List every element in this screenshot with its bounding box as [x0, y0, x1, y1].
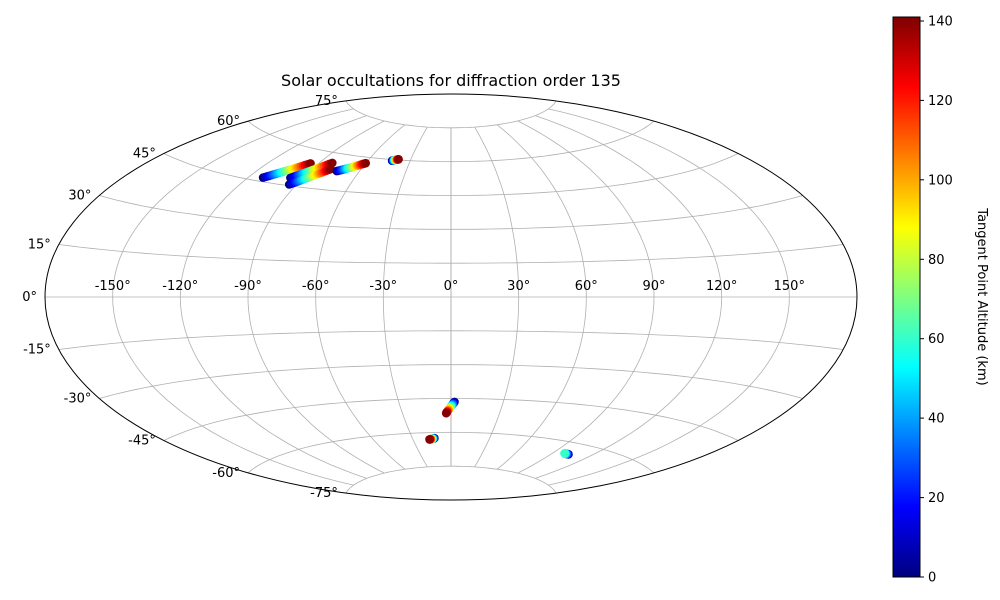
occultation-points — [258, 155, 573, 459]
parallel-line — [99, 195, 803, 230]
colorbar-tick-label: 60 — [928, 332, 945, 347]
latitude-tick-label: -75° — [310, 486, 338, 501]
colorbar-ticks: 0 20 40 60 80 100 120 140 — [920, 15, 953, 586]
parallel-line — [247, 431, 655, 474]
parallel-line — [345, 100, 557, 129]
map-outline — [44, 93, 858, 501]
colorbar-tick-label: 40 — [928, 412, 945, 427]
latitude-tick-label: 15° — [28, 238, 51, 253]
longitude-tick-label: 60° — [575, 279, 598, 294]
occultation-point — [361, 158, 371, 168]
occultation-point — [394, 155, 403, 164]
occultation-point — [560, 449, 569, 458]
longitude-tick-label: -60° — [302, 279, 330, 294]
longitude-tick-label: -150° — [95, 279, 131, 294]
longitude-tick-labels: -150° -120° -90° -60° -30° 0° 30° 60° 90° 120° 150… — [95, 279, 805, 294]
latitude-tick-label: -30° — [64, 392, 92, 407]
colorbar-tick-label: 100 — [928, 173, 953, 188]
latitude-tick-label: 30° — [68, 189, 91, 204]
longitude-tick-label: -90° — [234, 279, 262, 294]
latitude-tick-labels: -75° -60° -45° -30° -15° 0° 15° 30° 45° 60° 75° — [22, 94, 338, 501]
colorbar-tick-label: 20 — [928, 491, 945, 506]
parallel-line — [163, 398, 739, 441]
colorbar-tick-label: 140 — [928, 15, 953, 30]
latitude-tick-label: -15° — [23, 343, 51, 358]
longitude-tick-label: 0° — [444, 279, 459, 294]
colorbar-label: Tangent Point Altitude (km) — [974, 207, 989, 385]
longitude-tick-label: 120° — [706, 279, 737, 294]
colorbar-tick-label: 120 — [928, 94, 953, 109]
colorbar — [892, 16, 921, 578]
parallel-line — [58, 244, 844, 264]
colorbar-tick-label: 80 — [928, 253, 945, 268]
occultation-point — [425, 435, 434, 444]
parallel-line — [247, 120, 655, 163]
occultation-point — [441, 408, 451, 418]
longitude-tick-label: -30° — [369, 279, 397, 294]
longitude-tick-label: -120° — [162, 279, 198, 294]
colorbar-tick-label: 0 — [928, 571, 936, 586]
latitude-tick-label: 75° — [315, 94, 338, 109]
parallel-line — [345, 465, 557, 494]
latitude-tick-label: 60° — [217, 114, 240, 129]
latitude-tick-label: -60° — [212, 466, 240, 481]
longitude-tick-label: 90° — [642, 279, 665, 294]
longitude-tick-label: 150° — [774, 279, 805, 294]
parallel-line — [58, 330, 844, 350]
parallel-line — [99, 364, 803, 399]
longitude-tick-label: 30° — [507, 279, 530, 294]
chart-title: Solar occultations for diffraction order… — [281, 71, 621, 90]
parallel-line — [163, 153, 739, 196]
latitude-tick-label: 0° — [22, 290, 37, 305]
latitude-tick-label: -45° — [128, 434, 156, 449]
map-grid — [45, 100, 857, 494]
latitude-tick-label: 45° — [133, 147, 156, 162]
